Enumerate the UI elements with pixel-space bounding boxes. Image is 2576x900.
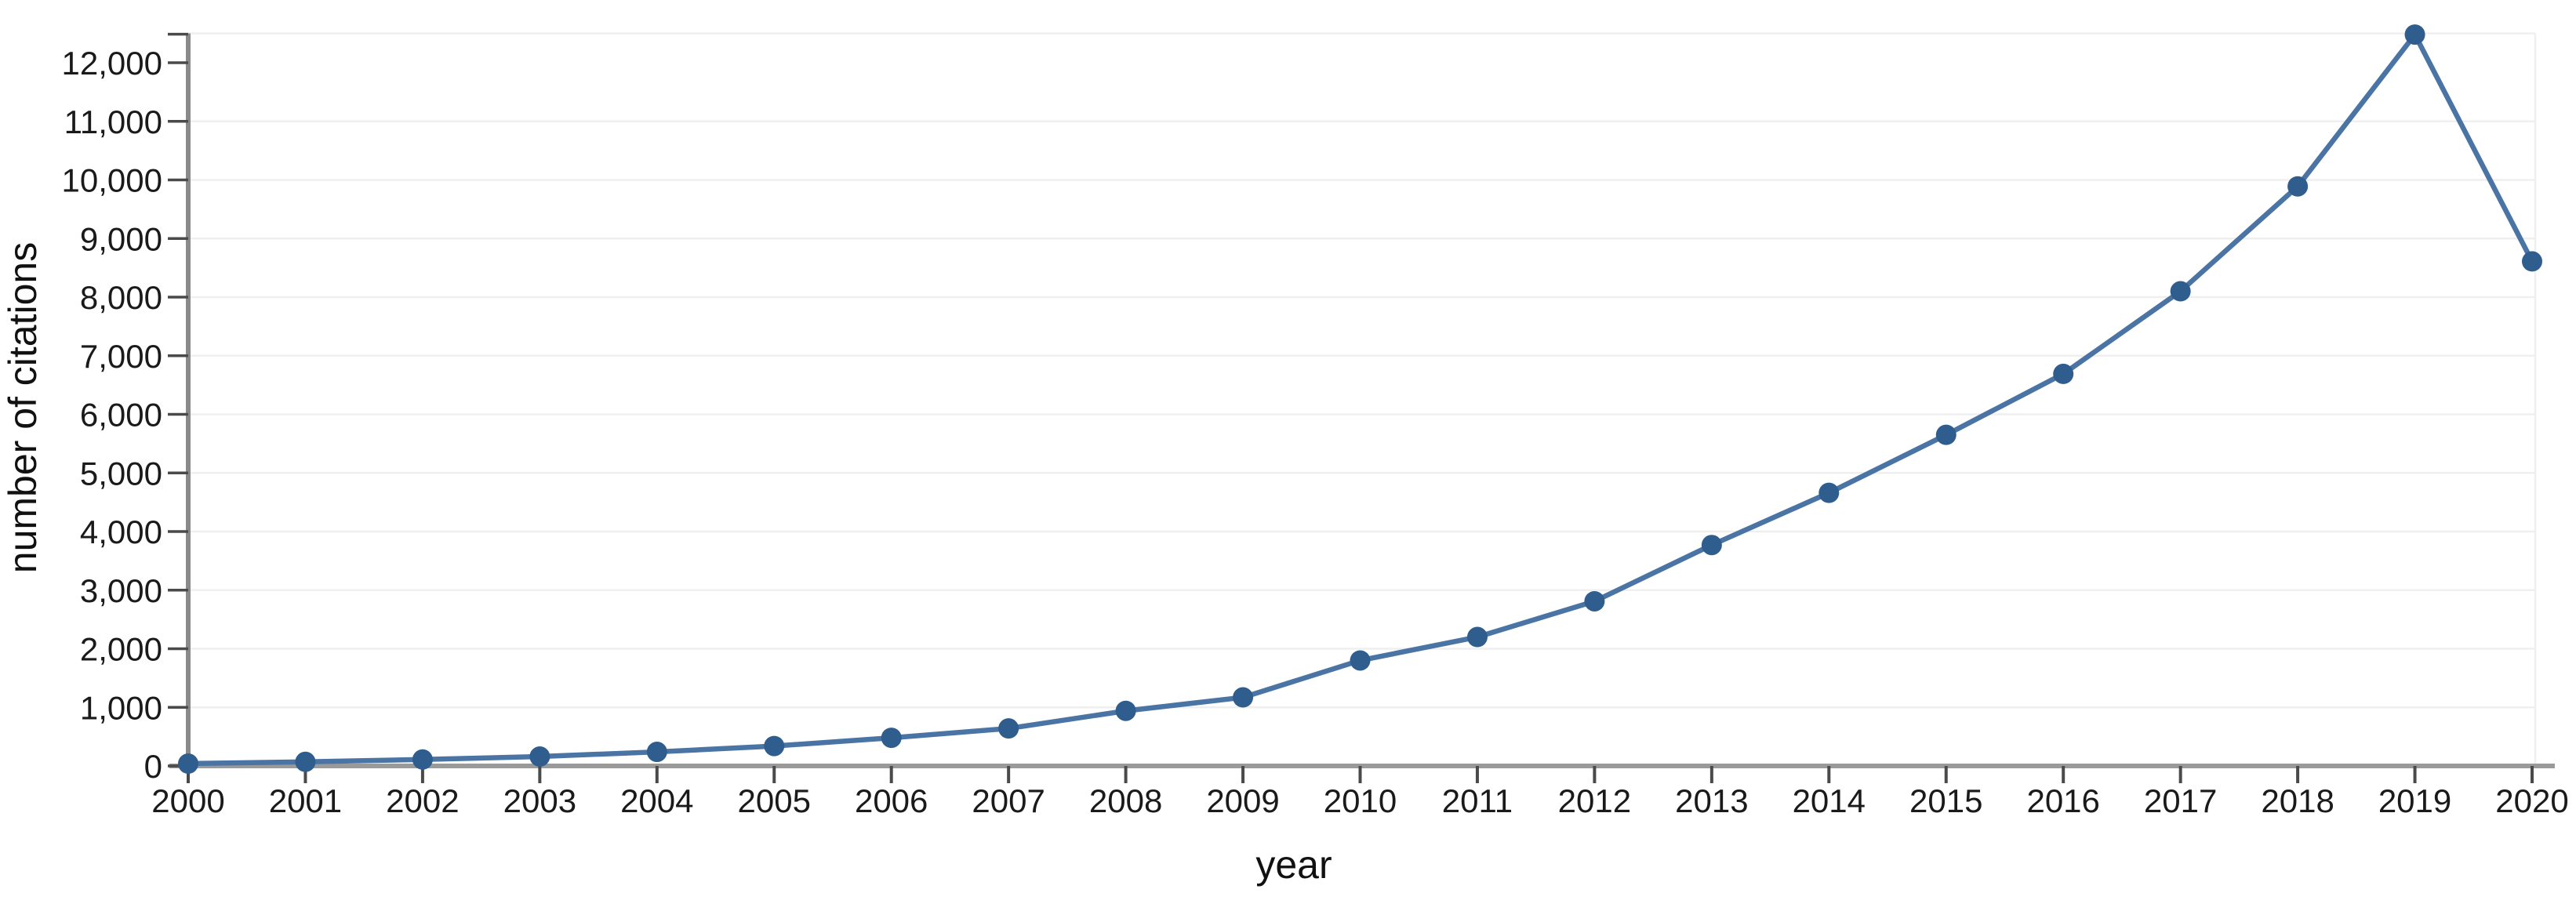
data-point [2287,176,2309,197]
y-tick-label: 9,000 [80,220,162,257]
x-tick-label: 2017 [2144,782,2217,819]
data-point [764,735,785,757]
data-point [998,718,1019,739]
tick-labels-layer: 0 1,000 2,000 3,000 4,000 5,000 6,000 7,000 8,00… [62,45,2569,819]
y-tick-label: 4,000 [80,514,162,550]
y-tick-label: 7,000 [80,338,162,375]
data-point [2522,251,2542,272]
data-point [1350,650,1371,671]
data-point [1935,424,1957,445]
y-tick-label: 0 [144,748,162,785]
x-tick-label: 2019 [2378,782,2451,819]
x-tick-label: 2002 [386,782,459,819]
x-tick-label: 2012 [1558,782,1631,819]
x-tick-label: 2004 [620,782,693,819]
y-tick-label: 12,000 [62,45,162,82]
data-point [178,753,198,775]
data-point [412,749,433,770]
x-tick-label: 2018 [2261,782,2334,819]
x-tick-label: 2006 [855,782,928,819]
y-tick-label: 6,000 [80,397,162,434]
data-point [1584,590,1605,611]
y-tick-label: 1,000 [80,689,162,726]
x-tick-label: 2005 [738,782,811,819]
x-tick-label: 2013 [1675,782,1748,819]
y-tick-label: 10,000 [62,162,162,199]
x-tick-label: 2009 [1206,782,1279,819]
y-tick-label: 2,000 [80,631,162,668]
data-point [1466,626,1488,648]
data-point [1818,482,1840,503]
x-tick-label: 2008 [1089,782,1162,819]
x-tick-label: 2016 [2026,782,2099,819]
data-point [2170,281,2191,302]
x-tick-label: 2000 [151,782,224,819]
y-axis-label: number of citations [1,242,45,573]
y-tick-label: 3,000 [80,572,162,609]
y-tick-label: 8,000 [80,279,162,316]
x-tick-label: 2014 [1793,782,1866,819]
y-tick-label: 5,000 [80,455,162,492]
gridlines-layer [188,32,2537,766]
x-tick-label: 2003 [503,782,576,819]
data-point [646,742,667,763]
y-tick-label: 11,000 [64,103,162,140]
data-point [1233,687,1254,708]
axes-layer [168,32,2555,783]
data-point [1701,535,1722,556]
data-point [881,728,902,749]
x-tick-label: 2020 [2495,782,2568,819]
x-tick-label: 2010 [1324,782,1397,819]
x-tick-label: 2007 [972,782,1045,819]
data-series-layer [178,24,2542,775]
x-tick-label: 2001 [269,782,342,819]
data-point [2053,363,2074,384]
data-point [2404,24,2425,45]
x-axis-label: year [1255,843,1332,887]
data-point [295,751,316,772]
x-tick-label: 2015 [1909,782,1982,819]
x-tick-label: 2011 [1442,782,1513,819]
data-point [529,746,550,768]
data-point [1115,700,1136,721]
